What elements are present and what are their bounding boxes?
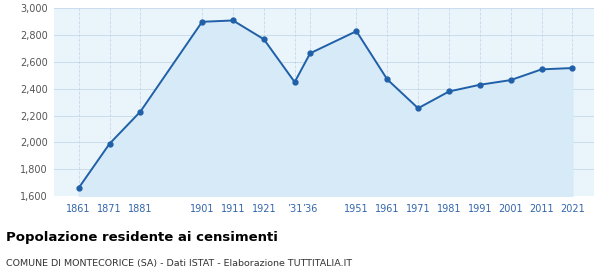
Text: COMUNE DI MONTECORICE (SA) - Dati ISTAT - Elaborazione TUTTITALIA.IT: COMUNE DI MONTECORICE (SA) - Dati ISTAT … xyxy=(6,259,352,268)
Text: Popolazione residente ai censimenti: Popolazione residente ai censimenti xyxy=(6,231,278,244)
